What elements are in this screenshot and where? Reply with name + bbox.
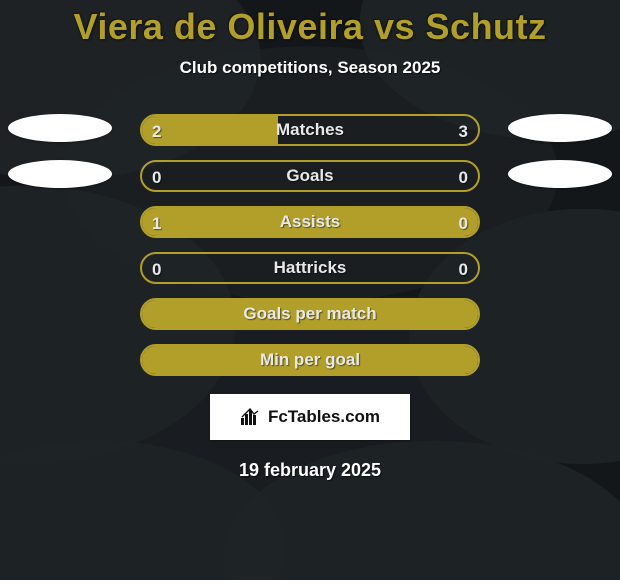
footer-date: 19 february 2025: [239, 460, 381, 481]
branding-text: FcTables.com: [268, 407, 380, 427]
branding-badge: FcTables.com: [210, 394, 410, 440]
stat-bar: Goals0 0: [140, 160, 480, 192]
stat-bar: Goals per match: [140, 298, 480, 330]
player-right-avatar: [508, 160, 612, 188]
stat-value-left: 0: [152, 162, 161, 192]
stat-row: Matches23: [0, 114, 620, 146]
stat-bar-fill: [142, 208, 480, 236]
stat-bar: Matches23: [140, 114, 480, 146]
player-right-avatar: [508, 114, 612, 142]
stat-value-left: 0: [152, 254, 161, 284]
stat-row: Min per goal: [0, 344, 620, 376]
player-left-avatar: [8, 114, 112, 142]
bars-icon: [240, 408, 262, 426]
stat-bar: Hattricks0 0: [140, 252, 480, 284]
page-title: Viera de Oliveira vs Schutz: [73, 6, 546, 48]
stat-label: Goals: [142, 162, 478, 190]
stat-value-right: 0: [459, 254, 468, 284]
stat-value-right: 3: [459, 116, 468, 146]
stat-row: Hattricks0 0: [0, 252, 620, 284]
stat-row: Goals per match: [0, 298, 620, 330]
stat-label: Hattricks: [142, 254, 478, 282]
comparison-chart: Matches23Goals00Assists10Hattricks00Goal…: [0, 114, 620, 376]
stat-bar-fill: [142, 116, 278, 144]
stat-bar-fill: [142, 346, 480, 374]
content-root: Viera de Oliveira vs Schutz Club competi…: [0, 0, 620, 580]
page-subtitle: Club competitions, Season 2025: [180, 58, 441, 78]
stat-row: Goals0 0: [0, 160, 620, 192]
player-left-avatar: [8, 160, 112, 188]
stat-bar-fill: [142, 300, 480, 328]
stat-value-right: 0: [459, 162, 468, 192]
stat-bar: Min per goal: [140, 344, 480, 376]
stat-row: Assists10: [0, 206, 620, 238]
stat-bar: Assists10: [140, 206, 480, 238]
